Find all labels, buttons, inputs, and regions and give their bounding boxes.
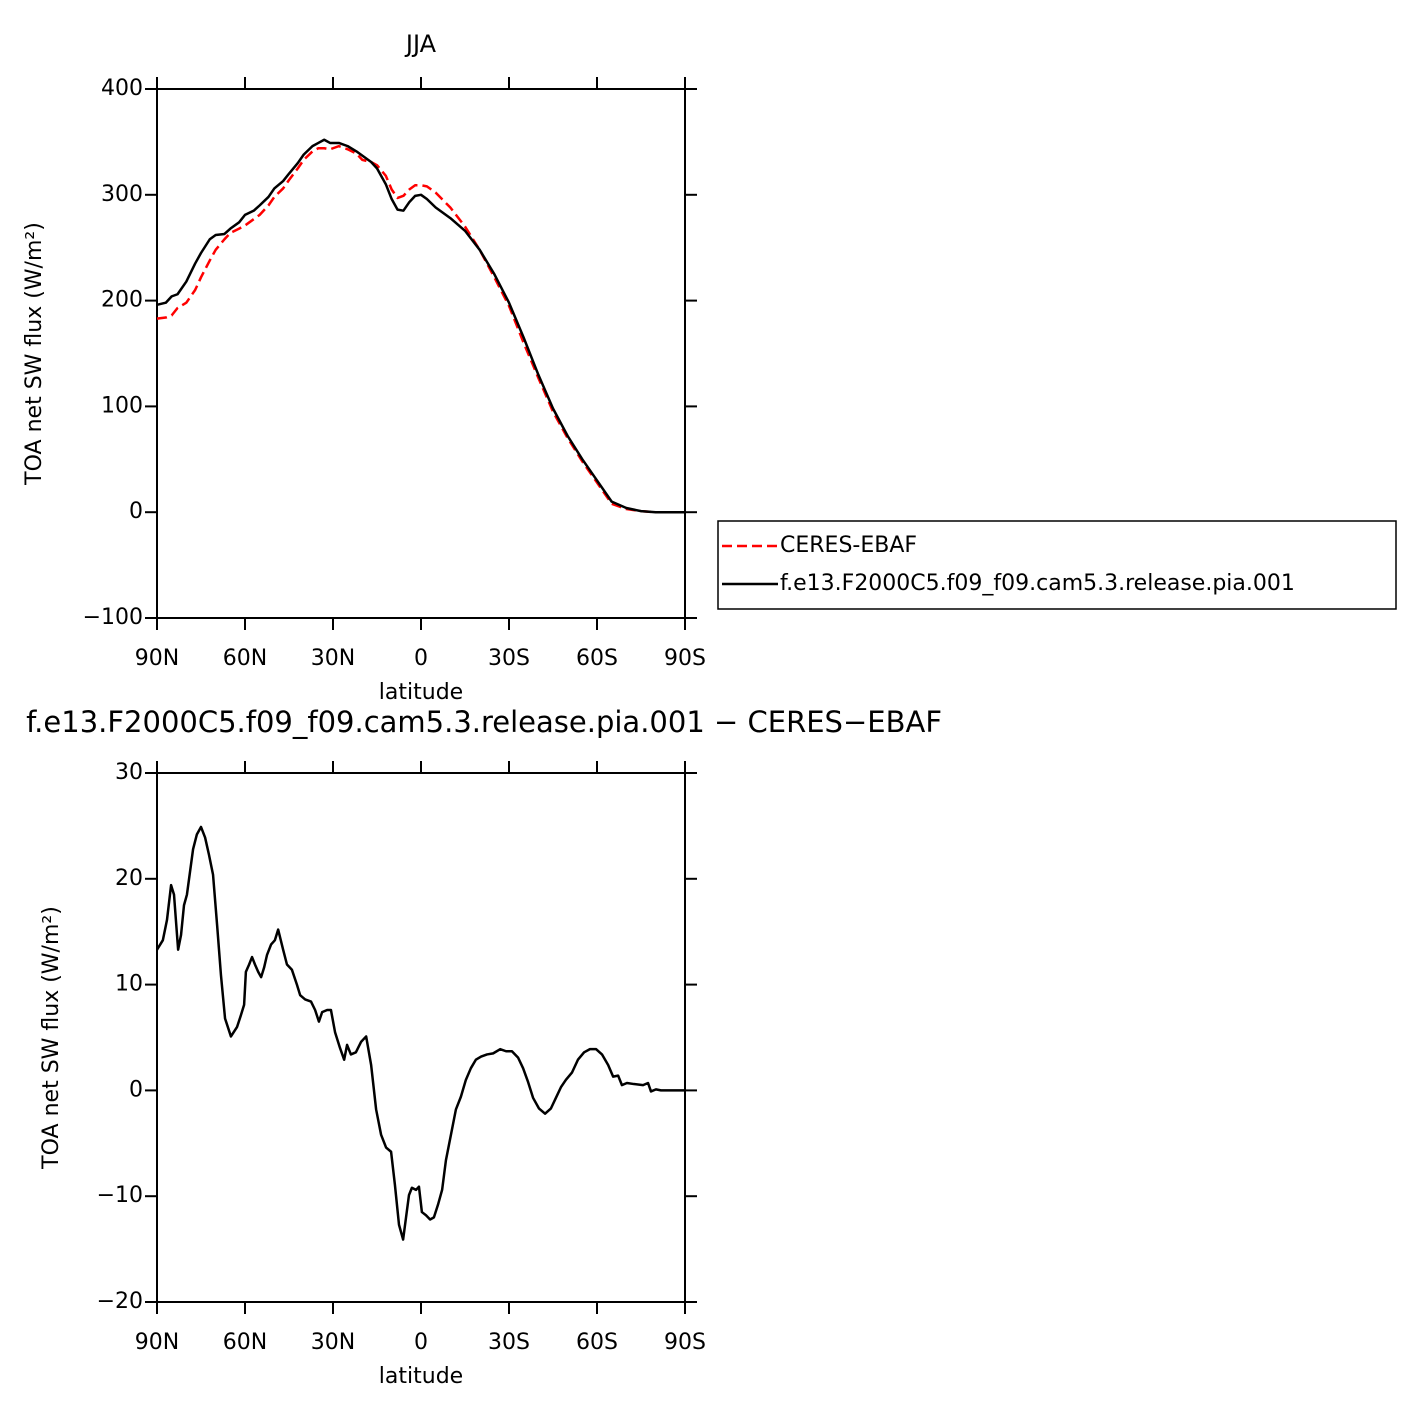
x-tick-label: 60S xyxy=(576,1330,618,1355)
x-tick-label: 90S xyxy=(664,646,706,671)
plot-frame xyxy=(156,772,686,1303)
legend-box xyxy=(717,520,1397,610)
y-tick-label: −10 xyxy=(97,1183,143,1208)
y-tick-label: 400 xyxy=(101,76,143,101)
plot-frame xyxy=(156,88,686,619)
y-tick-label: 20 xyxy=(115,866,143,891)
chart-title: f.e13.F2000C5.f09_f09.cam5.3.release.pia… xyxy=(26,705,942,739)
data-line xyxy=(155,825,685,1241)
y-tick-label: 30 xyxy=(115,760,143,785)
x-axis-label: latitude xyxy=(379,1364,463,1389)
x-tick-label: 60N xyxy=(223,646,267,671)
x-tick-label: 0 xyxy=(414,646,428,671)
y-tick-label: −100 xyxy=(83,605,143,630)
legend-label: CERES-EBAF xyxy=(780,533,917,558)
y-axis-label: TOA net SW flux (W/m²) xyxy=(22,222,47,486)
chart-title: JJA xyxy=(404,30,437,58)
y-tick-label: 300 xyxy=(101,182,143,207)
x-tick-label: 90S xyxy=(664,1330,706,1355)
y-tick-label: 0 xyxy=(129,499,143,524)
y-axis-label: TOA net SW flux (W/m²) xyxy=(39,906,64,1170)
x-tick-label: 30S xyxy=(488,646,530,671)
x-tick-label: 30N xyxy=(311,1330,355,1355)
x-tick-label: 0 xyxy=(414,1330,428,1355)
x-axis-label: latitude xyxy=(379,680,463,705)
x-tick-label: 30S xyxy=(488,1330,530,1355)
data-line xyxy=(156,144,685,514)
x-tick-label: 90N xyxy=(135,1330,179,1355)
y-tick-label: 0 xyxy=(129,1077,143,1102)
y-tick-label: 200 xyxy=(101,288,143,313)
legend-label: f.e13.F2000C5.f09_f09.cam5.3.release.pia… xyxy=(780,571,1295,596)
x-tick-label: 60N xyxy=(223,1330,267,1355)
y-tick-label: −20 xyxy=(97,1289,143,1314)
x-tick-label: 90N xyxy=(135,646,179,671)
y-tick-label: 10 xyxy=(115,972,143,997)
y-tick-label: 100 xyxy=(101,393,143,418)
x-tick-label: 60S xyxy=(576,646,618,671)
x-tick-label: 30N xyxy=(311,646,355,671)
data-line xyxy=(156,138,685,514)
